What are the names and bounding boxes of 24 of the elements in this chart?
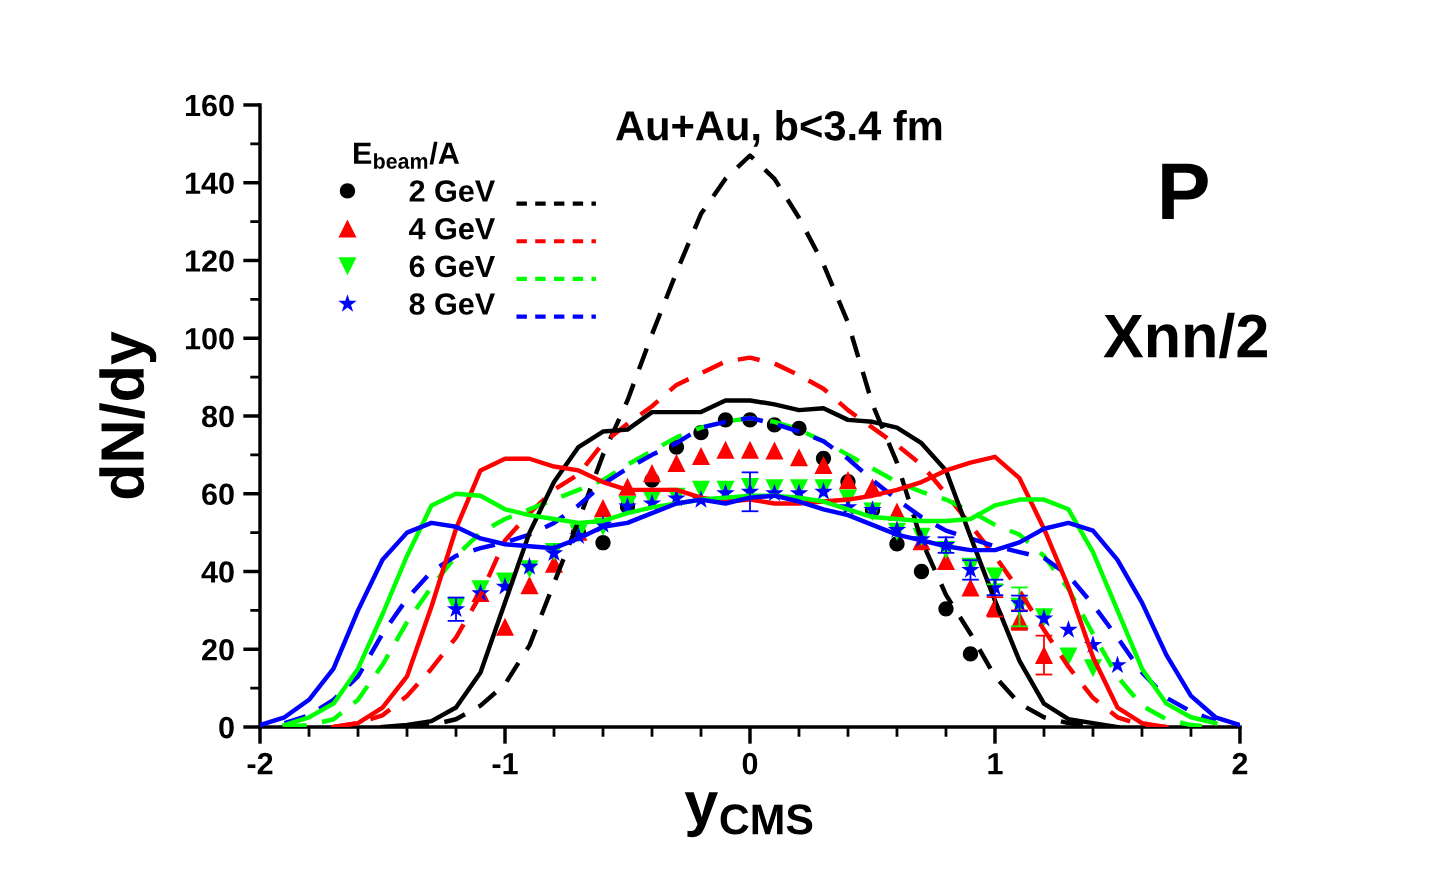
y-axis-title: dN/dy: [99, 331, 157, 499]
legend-label: 6 GeV: [409, 255, 495, 278]
x-tick-label: -2: [247, 752, 273, 775]
x-tick-label: 2: [1232, 752, 1248, 775]
x-axis-title: y$_{CMS}$: [684, 792, 813, 838]
annotation: Xnn/2: [1103, 312, 1267, 359]
legend-label: 8 GeV: [409, 293, 495, 315]
x-tick-label: 0: [742, 752, 758, 775]
legend-label: 4 GeV: [409, 217, 495, 240]
y-tick-label: 80: [202, 405, 234, 428]
y-tick-label: 160: [185, 94, 234, 117]
y-tick-label: 40: [201, 561, 234, 583]
legend-label: 2 GeV: [409, 180, 495, 202]
x-tick-label: -1: [492, 753, 518, 775]
y-tick-label: 100: [185, 327, 234, 350]
y-tick-label: 20: [202, 638, 234, 661]
y-tick-label: 120: [185, 250, 234, 272]
y-tick-label: 140: [185, 172, 234, 195]
chart-title: Au+Au, b<3.4 fm: [616, 109, 942, 147]
x-tick-label: 1: [988, 753, 1003, 775]
y-tick-label: 0: [219, 716, 234, 739]
y-tick-label: 60: [202, 483, 234, 506]
annotation: P: [1162, 163, 1208, 220]
legend-title: E$_{beam}$/A: [354, 141, 460, 169]
